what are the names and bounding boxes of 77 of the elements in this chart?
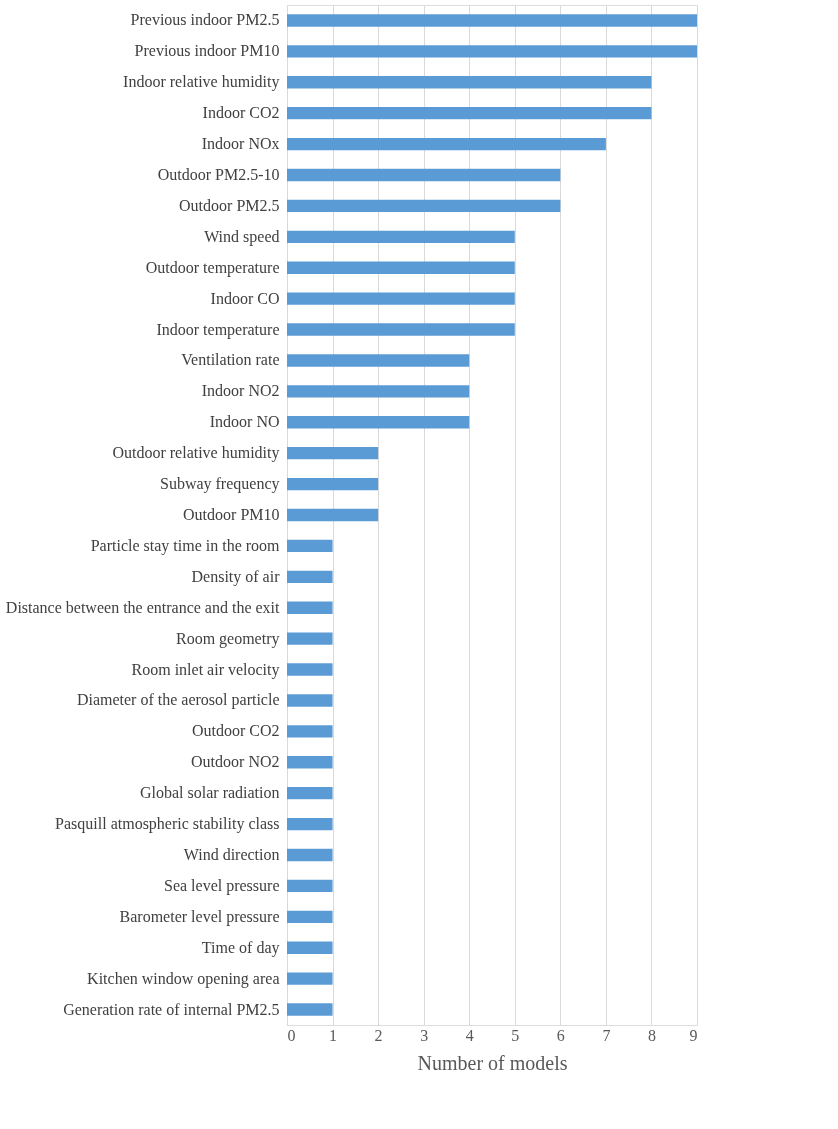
x-tick-label: 0: [287, 1026, 296, 1044]
x-tick-label: 4: [465, 1026, 474, 1044]
bar: [287, 477, 379, 491]
y-tick-label: Density of air: [191, 567, 281, 586]
bar: [287, 508, 379, 522]
bar: [287, 199, 561, 213]
bar: [287, 756, 333, 769]
x-tick-label: 9: [689, 1026, 698, 1044]
x-tick-label: 6: [556, 1026, 565, 1044]
y-tick-label: Outdoor relative humidity: [112, 444, 280, 463]
y-tick-label: Previous indoor PM10: [134, 42, 280, 60]
bar: [287, 14, 697, 27]
y-tick-label: Time of day: [201, 938, 280, 957]
x-tick-label: 8: [647, 1026, 656, 1044]
x-tick-label: 5: [511, 1026, 520, 1044]
y-tick-label: Sea level pressure: [163, 876, 280, 895]
x-tick-label: 2: [374, 1026, 383, 1044]
y-tick-label: Outdoor PM2.5: [179, 196, 280, 214]
y-tick-label: Outdoor CO2: [191, 722, 280, 740]
y-tick-label: Kitchen window opening area: [87, 969, 280, 988]
bar: [287, 570, 333, 583]
y-tick-label: Barometer level pressure: [119, 907, 280, 926]
bar: [287, 725, 333, 738]
bar: [287, 663, 333, 676]
bar: [287, 76, 652, 89]
y-tick-label: Indoor CO: [210, 289, 280, 307]
y-tick-label: Outdoor PM2.5-10: [157, 166, 280, 183]
y-tick-label: Room geometry: [175, 629, 280, 648]
bar: [287, 879, 333, 893]
bar: [287, 1003, 333, 1016]
bar: [287, 817, 333, 831]
bar: [287, 385, 470, 398]
bar: [287, 694, 333, 707]
y-tick-label: Wind speed: [204, 227, 280, 246]
bar: [287, 972, 333, 985]
bar: [287, 323, 515, 336]
bar: [287, 292, 515, 305]
x-tick-label: 1: [329, 1026, 338, 1044]
x-tick-label: 3: [420, 1026, 429, 1044]
y-tick-label: Indoor NO: [209, 413, 280, 431]
bar: [287, 107, 652, 120]
y-tick-label: Distance between the entrance and the exit: [5, 598, 281, 616]
bar: [287, 354, 470, 367]
y-tick-label: Previous indoor PM2.5: [130, 11, 280, 29]
y-tick-label: Outdoor PM10: [183, 506, 280, 523]
bar: [287, 230, 515, 243]
y-tick-label: Generation rate of internal PM2.5: [63, 1000, 280, 1018]
bar: [287, 539, 333, 553]
y-tick-label: Diameter of the aerosol particle: [76, 691, 280, 710]
bar: [287, 632, 333, 645]
y-tick-label: Indoor NOx: [201, 135, 280, 153]
y-tick-label: Indoor relative humidity: [123, 73, 280, 92]
y-tick-label: Global solar radiation: [139, 784, 280, 802]
y-tick-label: Indoor NO2: [201, 382, 280, 400]
y-tick-label: Outdoor temperature: [145, 258, 280, 277]
y-tick-label: Room inlet air velocity: [131, 660, 280, 679]
bar: [287, 168, 561, 182]
y-tick-label: Particle stay time in the room: [90, 536, 281, 555]
bar: [287, 787, 333, 800]
y-tick-label: Ventilation rate: [181, 351, 280, 369]
bar: [287, 941, 333, 954]
y-tick-label: Pasquill atmospheric stability class: [55, 815, 280, 834]
y-tick-label: Outdoor NO2: [191, 753, 280, 771]
y-tick-label: Subway frequency: [159, 475, 280, 494]
bar: [287, 137, 606, 151]
y-tick-label: Indoor temperature: [156, 320, 280, 339]
y-tick-label: Wind direction: [183, 846, 280, 863]
bar: [287, 261, 515, 274]
x-tick-label: 7: [602, 1026, 611, 1044]
bar: [287, 601, 333, 614]
bar: [287, 45, 697, 58]
y-tick-label: Indoor CO2: [202, 104, 280, 122]
bar: [287, 848, 333, 862]
bar: [287, 910, 333, 923]
bar: [287, 447, 379, 460]
bar: [287, 416, 470, 429]
x-axis-title: Number of models: [417, 1051, 568, 1074]
